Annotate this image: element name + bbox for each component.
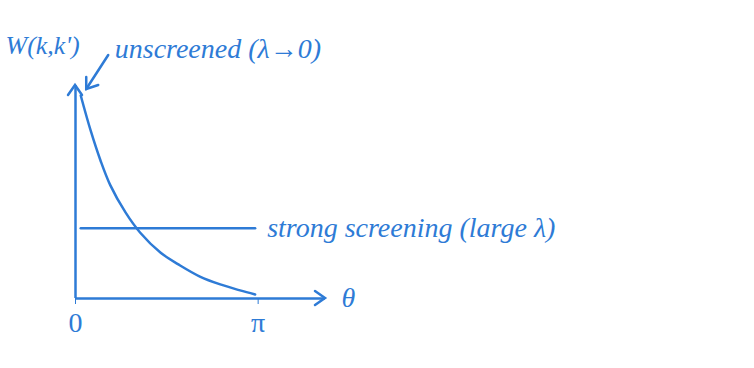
svg-text:unscreened (λ→0): unscreened (λ→0) [115, 33, 321, 64]
svg-text:strong screening (large λ): strong screening (large λ) [267, 212, 555, 243]
svg-text:W(k,k'): W(k,k') [6, 31, 80, 60]
svg-text:θ: θ [342, 282, 356, 313]
svg-text:π: π [251, 307, 265, 338]
svg-text:0: 0 [69, 307, 83, 338]
